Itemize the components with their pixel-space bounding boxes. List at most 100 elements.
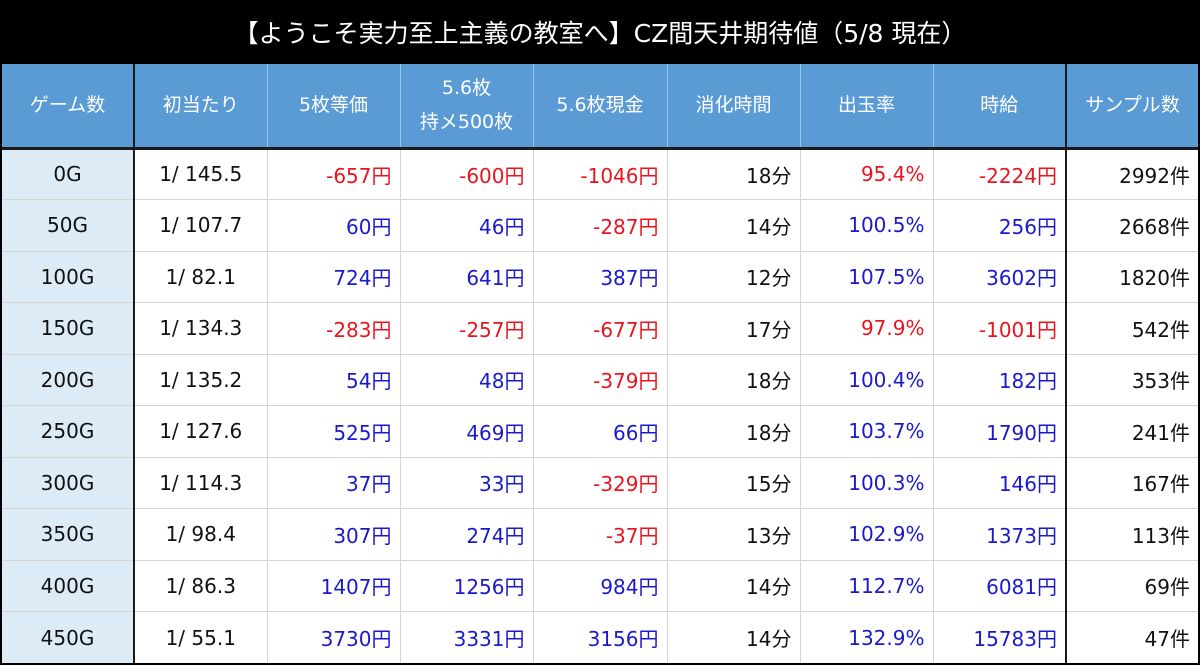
cell-game-count: 100G	[2, 250, 135, 303]
cell-5.6-cash: -1046円	[532, 147, 668, 200]
cell-payout-rate: 107.5%	[799, 250, 934, 303]
table-row: 100G 1/ 82.1 724円 641円 387円 12分 107.5% 3602円 182…	[2, 250, 1198, 303]
cell-game-count: 50G	[2, 199, 135, 252]
cell-game-count: 450G	[2, 611, 135, 663]
cell-game-count: 150G	[2, 302, 135, 355]
table-row: 400G 1/ 86.3 1407円 1256円 984円 14分 112.7% 6081円 6…	[2, 559, 1198, 612]
header-5-equal: 5枚等価	[266, 64, 401, 150]
cell-5.6-cash: 3156円	[532, 611, 668, 663]
cell-first-hit: 1/ 114.3	[133, 456, 268, 509]
cell-hourly: 256円	[932, 199, 1067, 252]
cell-5-equal: -283円	[266, 302, 401, 355]
header-samples: サンプル数	[1065, 64, 1198, 150]
table-row: 300G 1/ 114.3 37円 33円 -329円 15分 100.3% 146円 167件	[2, 456, 1198, 509]
cell-5-equal: -657円	[266, 147, 401, 200]
cell-samples: 69件	[1065, 559, 1198, 612]
header-5.6-medal: 5.6枚 持メ500枚	[399, 64, 534, 150]
header-5.6-medal-line1: 5.6枚	[441, 77, 492, 100]
cell-5.6-cash: -677円	[532, 302, 668, 355]
header-time: 消化時間	[666, 64, 801, 150]
cell-first-hit: 1/ 107.7	[133, 199, 268, 252]
cell-first-hit: 1/ 134.3	[133, 302, 268, 355]
cell-payout-rate: 103.7%	[799, 405, 934, 458]
cell-first-hit: 1/ 135.2	[133, 353, 268, 406]
header-game-count: ゲーム数	[2, 64, 135, 150]
cell-time: 18分	[666, 405, 801, 458]
table-row: 350G 1/ 98.4 307円 274円 -37円 13分 102.9% 1373円 113…	[2, 508, 1198, 561]
cell-5.6-cash: 387円	[532, 250, 668, 303]
cell-hourly: 146円	[932, 456, 1067, 509]
cell-5.6-medal: -600円	[399, 147, 534, 200]
cell-5-equal: 37円	[266, 456, 401, 509]
cell-samples: 113件	[1065, 508, 1198, 561]
table-row: 0G 1/ 145.5 -657円 -600円 -1046円 18分 95.4% -2224円…	[2, 147, 1198, 200]
cell-hourly: -2224円	[932, 147, 1067, 200]
cell-5.6-medal: 48円	[399, 353, 534, 406]
cell-time: 13分	[666, 508, 801, 561]
cell-5.6-cash: 984円	[532, 559, 668, 612]
cell-samples: 1820件	[1065, 250, 1198, 303]
cell-time: 14分	[666, 559, 801, 612]
header-first-hit: 初当たり	[133, 64, 268, 150]
cell-game-count: 0G	[2, 147, 135, 200]
header-payout-rate: 出玉率	[799, 64, 934, 150]
page-title: 【ようこそ実力至上主義の教室へ】CZ間天井期待値（5/8 現在）	[0, 0, 1200, 64]
table-row: 150G 1/ 134.3 -283円 -257円 -677円 17分 97.9% -1001…	[2, 302, 1198, 355]
cell-time: 14分	[666, 611, 801, 663]
cell-5.6-medal: 641円	[399, 250, 534, 303]
cell-5-equal: 54円	[266, 353, 401, 406]
cell-hourly: 1790円	[932, 405, 1067, 458]
cell-time: 14分	[666, 199, 801, 252]
cell-payout-rate: 100.3%	[799, 456, 934, 509]
cell-time: 18分	[666, 353, 801, 406]
cell-samples: 47件	[1065, 611, 1198, 663]
expected-value-table: ゲーム数 初当たり 5枚等価 5.6枚 持メ500枚 5.6枚現金 消化時間 出…	[2, 64, 1198, 663]
cell-5.6-cash: 66円	[532, 405, 668, 458]
cell-5-equal: 1407円	[266, 559, 401, 612]
cell-payout-rate: 102.9%	[799, 508, 934, 561]
cell-game-count: 300G	[2, 456, 135, 509]
cell-payout-rate: 132.9%	[799, 611, 934, 663]
cell-payout-rate: 100.5%	[799, 199, 934, 252]
table-row: 250G 1/ 127.6 525円 469円 66円 18分 103.7% 1790円 241…	[2, 405, 1198, 458]
cell-5-equal: 60円	[266, 199, 401, 252]
cell-5.6-cash: -329円	[532, 456, 668, 509]
cell-samples: 542件	[1065, 302, 1198, 355]
cell-samples: 241件	[1065, 405, 1198, 458]
header-5.6-medal-line2: 持メ500枚	[419, 111, 514, 134]
cell-hourly: 182円	[932, 353, 1067, 406]
cell-hourly: 3602円	[932, 250, 1067, 303]
cell-samples: 2668件	[1065, 199, 1198, 252]
cell-hourly: 6081円	[932, 559, 1067, 612]
cell-time: 12分	[666, 250, 801, 303]
cell-payout-rate: 100.4%	[799, 353, 934, 406]
table-row: 50G 1/ 107.7 60円 46円 -287円 14分 100.5% 256円 2668件	[2, 199, 1198, 252]
cell-game-count: 200G	[2, 353, 135, 406]
cell-5-equal: 307円	[266, 508, 401, 561]
cell-5-equal: 3730円	[266, 611, 401, 663]
table-row: 200G 1/ 135.2 54円 48円 -379円 18分 100.4% 182円 353件	[2, 353, 1198, 406]
cell-5.6-medal: 3331円	[399, 611, 534, 663]
cell-5.6-cash: -37円	[532, 508, 668, 561]
cell-hourly: 15783円	[932, 611, 1067, 663]
cell-payout-rate: 95.4%	[799, 147, 934, 200]
cell-samples: 167件	[1065, 456, 1198, 509]
cell-5.6-medal: 1256円	[399, 559, 534, 612]
cell-time: 18分	[666, 147, 801, 200]
table-row: 450G 1/ 55.1 3730円 3331円 3156円 14分 132.9% 15783…	[2, 611, 1198, 663]
header-row: ゲーム数 初当たり 5枚等価 5.6枚 持メ500枚 5.6枚現金 消化時間 出…	[2, 64, 1198, 150]
cell-first-hit: 1/ 86.3	[133, 559, 268, 612]
cell-first-hit: 1/ 145.5	[133, 147, 268, 200]
cell-5.6-medal: 46円	[399, 199, 534, 252]
header-hourly: 時給	[932, 64, 1067, 150]
cell-time: 17分	[666, 302, 801, 355]
cell-time: 15分	[666, 456, 801, 509]
cell-hourly: -1001円	[932, 302, 1067, 355]
header-5.6-cash: 5.6枚現金	[532, 64, 668, 150]
cell-first-hit: 1/ 98.4	[133, 508, 268, 561]
cell-5-equal: 724円	[266, 250, 401, 303]
cell-samples: 2992件	[1065, 147, 1198, 200]
cell-payout-rate: 112.7%	[799, 559, 934, 612]
cell-5.6-medal: 469円	[399, 405, 534, 458]
cell-hourly: 1373円	[932, 508, 1067, 561]
